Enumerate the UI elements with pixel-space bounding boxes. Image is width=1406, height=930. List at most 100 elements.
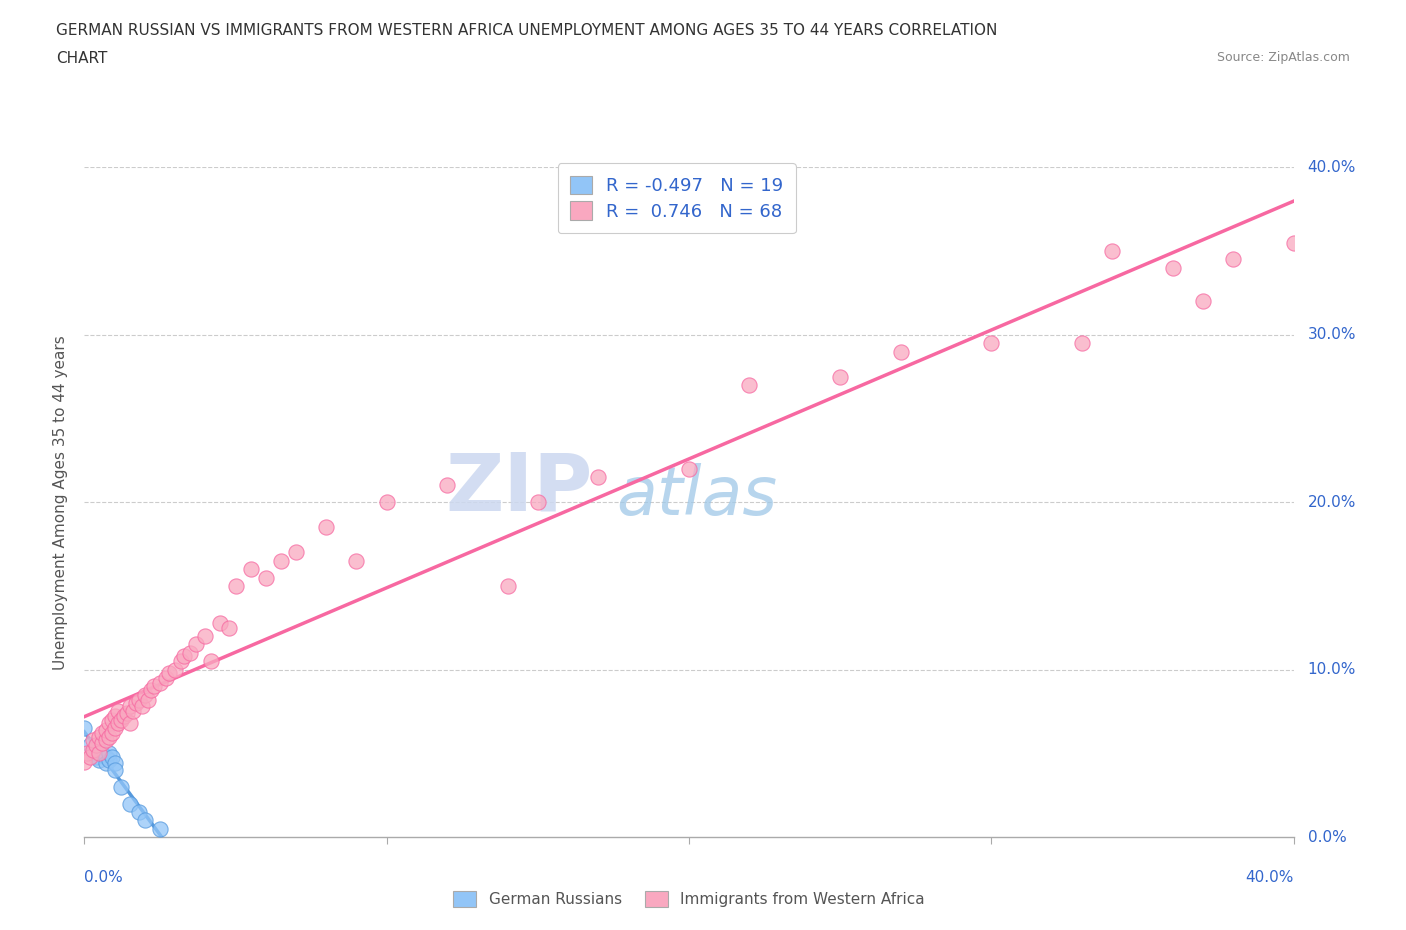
Point: [97, 729, 120, 744]
Point: [100, 712, 122, 727]
Point: [1191, 294, 1213, 309]
Point: [1101, 244, 1123, 259]
Point: [110, 779, 132, 794]
Point: [980, 336, 1002, 351]
Point: [94, 733, 117, 748]
Point: [1161, 260, 1184, 275]
Point: [86, 750, 108, 764]
Point: [346, 553, 368, 568]
Point: [588, 470, 610, 485]
Point: [678, 461, 700, 476]
Text: 30.0%: 30.0%: [1308, 327, 1355, 342]
Text: 20.0%: 20.0%: [1308, 495, 1355, 510]
Point: [91, 736, 114, 751]
Point: [270, 553, 292, 568]
Point: [155, 671, 177, 685]
Point: [82, 742, 104, 757]
Text: GERMAN RUSSIAN VS IMMIGRANTS FROM WESTERN AFRICA UNEMPLOYMENT AMONG AGES 35 TO 4: GERMAN RUSSIAN VS IMMIGRANTS FROM WESTER…: [56, 23, 998, 38]
Point: [97, 746, 120, 761]
Point: [115, 706, 138, 721]
Y-axis label: Unemployment Among Ages 35 to 44 years: Unemployment Among Ages 35 to 44 years: [53, 335, 69, 670]
Text: Source: ZipAtlas.com: Source: ZipAtlas.com: [1216, 51, 1350, 64]
Text: atlas: atlas: [616, 462, 778, 528]
Point: [94, 750, 117, 764]
Point: [73, 754, 96, 769]
Point: [89, 729, 111, 744]
Point: [496, 578, 519, 593]
Text: 40.0%: 40.0%: [1308, 160, 1355, 175]
Text: 10.0%: 10.0%: [1308, 662, 1355, 677]
Point: [218, 620, 240, 635]
Point: [149, 675, 172, 690]
Point: [118, 699, 141, 714]
Point: [112, 709, 135, 724]
Point: [1282, 235, 1305, 250]
Legend: German Russians, Immigrants from Western Africa: German Russians, Immigrants from Western…: [447, 884, 931, 913]
Point: [134, 687, 156, 702]
Point: [131, 699, 153, 714]
Point: [170, 654, 193, 669]
Point: [86, 737, 108, 752]
Point: [89, 752, 111, 767]
Text: 0.0%: 0.0%: [84, 870, 124, 884]
Point: [200, 654, 222, 669]
Point: [186, 637, 208, 652]
Point: [225, 578, 247, 593]
Point: [100, 750, 122, 764]
Point: [375, 495, 398, 510]
Point: [139, 683, 162, 698]
Text: 0.0%: 0.0%: [1308, 830, 1347, 844]
Point: [104, 709, 127, 724]
Point: [254, 570, 277, 585]
Point: [239, 562, 262, 577]
Point: [436, 478, 458, 493]
Point: [118, 796, 141, 811]
Point: [142, 679, 165, 694]
Point: [82, 733, 104, 748]
Point: [738, 378, 761, 392]
Point: [1071, 336, 1094, 351]
Point: [128, 692, 150, 707]
Point: [179, 645, 201, 660]
Point: [73, 721, 96, 736]
Point: [97, 716, 120, 731]
Point: [315, 520, 337, 535]
Point: [89, 746, 111, 761]
Point: [91, 746, 114, 761]
Point: [134, 813, 156, 828]
Point: [107, 704, 129, 719]
Point: [890, 344, 912, 359]
Point: [121, 704, 143, 719]
Point: [97, 752, 120, 767]
Point: [110, 712, 132, 727]
Point: [82, 746, 104, 761]
Point: [94, 756, 117, 771]
Point: [149, 821, 172, 836]
Point: [163, 662, 186, 677]
Point: [157, 666, 180, 681]
Point: [100, 725, 122, 740]
Point: [209, 616, 232, 631]
Point: [79, 737, 101, 752]
Point: [107, 716, 129, 731]
Point: [104, 756, 127, 771]
Text: ZIP: ZIP: [444, 450, 592, 528]
Point: [76, 746, 98, 761]
Text: CHART: CHART: [56, 51, 108, 66]
Point: [526, 495, 548, 510]
Point: [91, 725, 114, 740]
Point: [830, 369, 852, 384]
Point: [125, 696, 148, 711]
Point: [1222, 252, 1244, 267]
Legend: R = -0.497   N = 19, R =  0.746   N = 68: R = -0.497 N = 19, R = 0.746 N = 68: [558, 163, 796, 233]
Point: [128, 804, 150, 819]
Point: [94, 723, 117, 737]
Point: [136, 692, 159, 707]
Point: [104, 763, 127, 777]
Text: 40.0%: 40.0%: [1246, 870, 1294, 884]
Point: [194, 629, 217, 644]
Point: [173, 649, 195, 664]
Point: [89, 742, 111, 757]
Point: [284, 545, 308, 560]
Point: [79, 750, 101, 764]
